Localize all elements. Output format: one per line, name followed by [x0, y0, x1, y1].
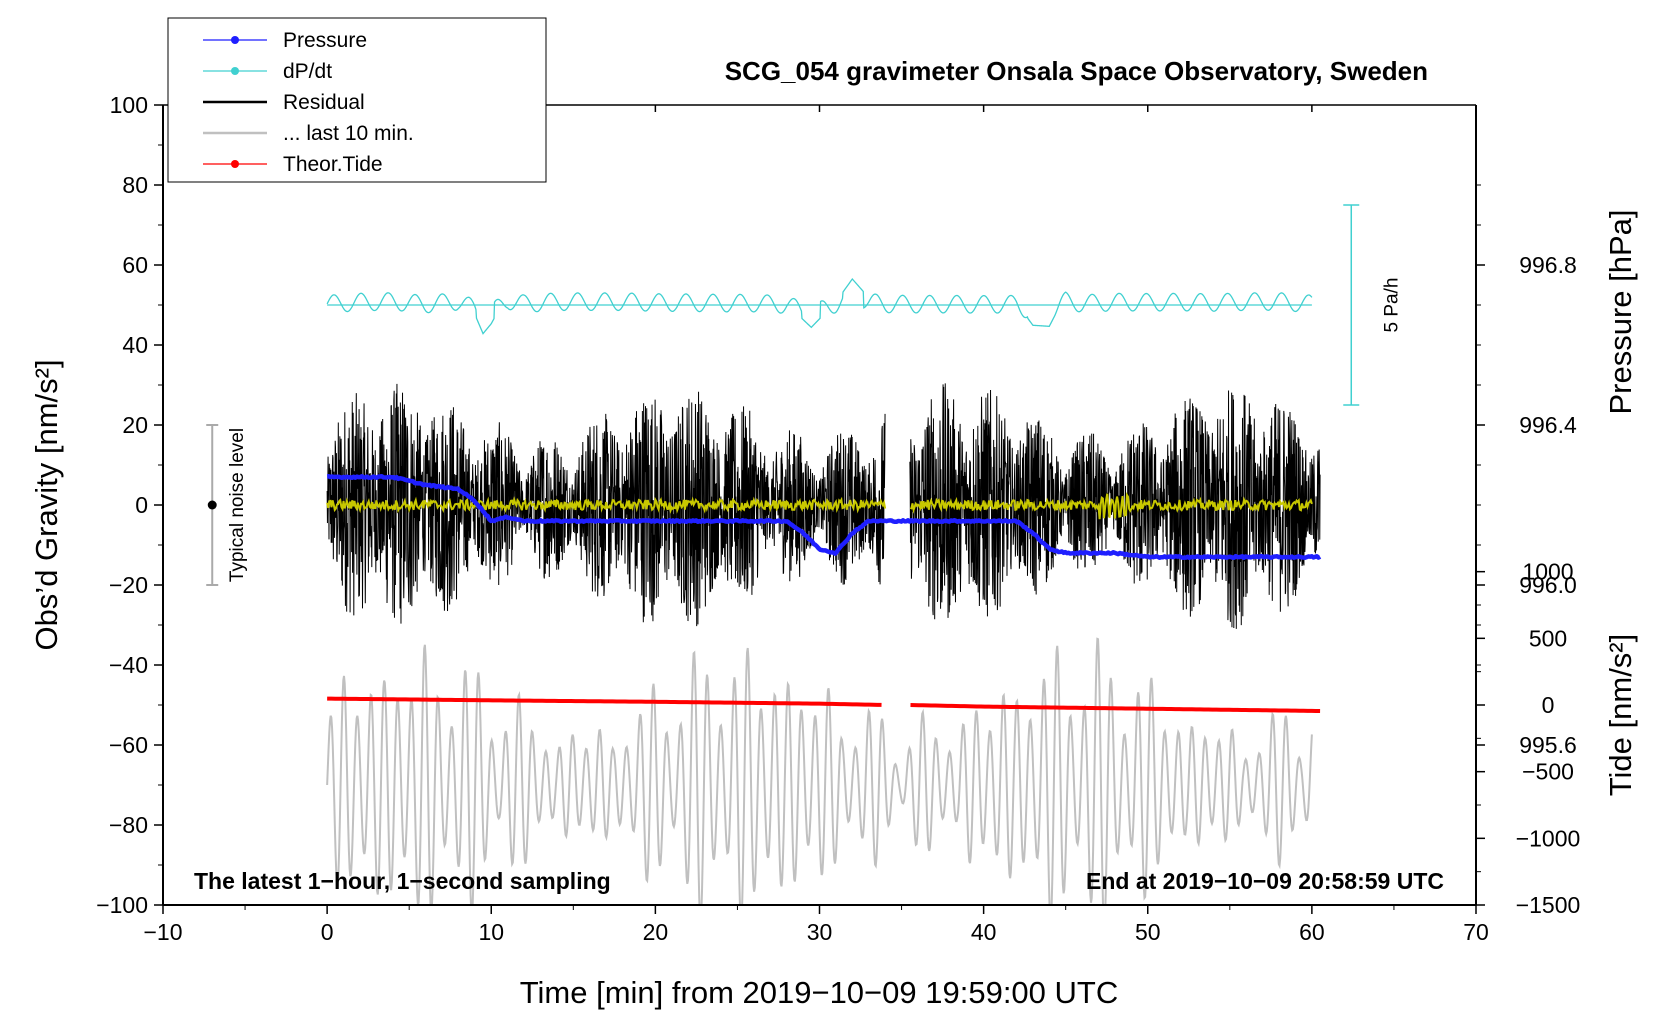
x-tick-label: 20 [643, 919, 669, 945]
tide-tick-label: −1500 [1516, 892, 1581, 918]
pressure-rate-scale-bar: 5 Pa/h [1343, 204, 1402, 406]
legend-label: ... last 10 min. [283, 122, 414, 145]
annotation-end-time: End at 2019−10−09 20:58:59 UTC [1086, 868, 1444, 894]
series-residual [326, 383, 1321, 629]
x-tick-label: 10 [478, 919, 504, 945]
legend-label: Pressure [283, 29, 367, 52]
y-tick-label: 40 [122, 332, 148, 358]
legend-swatch-marker [231, 67, 239, 75]
series-pressure [326, 473, 1322, 561]
series-last-10-min [326, 637, 1313, 905]
x-axis-title: Time [min] from 2019−10−09 19:59:00 UTC [520, 975, 1119, 1010]
y-tick-label: 80 [122, 172, 148, 198]
y-tick-label: 100 [110, 92, 148, 118]
tide-tick-label: 0 [1542, 692, 1555, 718]
annotation-sampling: The latest 1−hour, 1−second sampling [194, 868, 611, 894]
plot-area [326, 277, 1322, 905]
series-dpdt [326, 277, 1313, 335]
y-axis-title-pressure: Pressure [hPa] [1603, 209, 1638, 414]
noise-bar-dot [207, 500, 217, 510]
x-tick-label: 60 [1299, 919, 1325, 945]
tide-tick-label: 500 [1529, 625, 1567, 651]
tide-tick-label: 1000 [1522, 559, 1573, 585]
pressure-tick-label: 996.4 [1519, 412, 1577, 438]
y-tick-label: −100 [96, 892, 148, 918]
x-tick-label: 30 [807, 919, 833, 945]
noise-level-bar: Typical noise level [206, 424, 248, 586]
y-axis-title-left: Obs’d Gravity [nm/s²] [29, 359, 64, 650]
y-tick-label: 20 [122, 412, 148, 438]
y-tick-label: 0 [135, 492, 148, 518]
legend: Pressure dP/dt Residual ... last 10 min. The… [167, 17, 547, 183]
chart-title: SCG_054 gravimeter Onsala Space Observat… [725, 56, 1428, 86]
x-tick-label: −10 [143, 919, 182, 945]
legend-label: Theor.Tide [283, 153, 383, 176]
x-tick-label: 40 [971, 919, 997, 945]
y-tick-label: −80 [109, 812, 148, 838]
legend-label: dP/dt [283, 60, 332, 83]
pressure-tick-label: 995.6 [1519, 732, 1577, 758]
y-axis-title-tide: Tide [nm/s²] [1603, 634, 1638, 797]
tide-tick-label: −1000 [1516, 825, 1581, 851]
y-tick-label: −60 [109, 732, 148, 758]
axes: −10 0 10 20 30 40 50 60 70−100−80−60−40−20020406… [96, 92, 1580, 945]
x-tick-label: 70 [1463, 919, 1489, 945]
x-tick-label: 50 [1135, 919, 1161, 945]
scale-bar-label: 5 Pa/h [1381, 278, 1402, 333]
x-tick-label: 0 [321, 919, 334, 945]
series-theor-tide [327, 696, 1321, 713]
tide-tick-label: −500 [1522, 759, 1574, 785]
series-smoothed-residual [326, 491, 1313, 520]
pressure-tick-label: 996.0 [1519, 572, 1577, 598]
legend-swatch-marker [231, 36, 239, 44]
y-tick-label: −40 [109, 652, 148, 678]
legend-swatch-marker [231, 160, 239, 168]
y-tick-label: 60 [122, 252, 148, 278]
legend-label: Residual [283, 91, 365, 114]
pressure-tick-label: 996.8 [1519, 252, 1577, 278]
noise-bar-label: Typical noise level [227, 428, 248, 582]
y-tick-label: −20 [109, 572, 148, 598]
